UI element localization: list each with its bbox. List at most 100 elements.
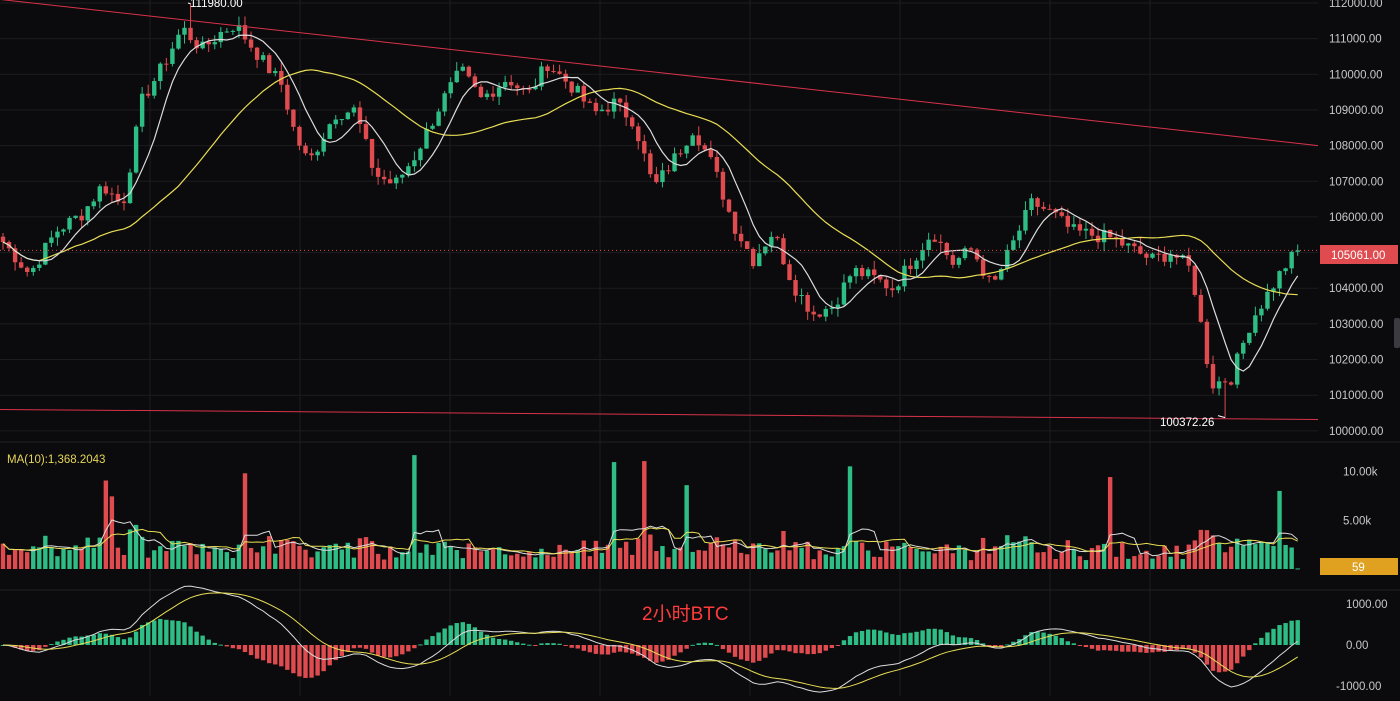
macd-histogram-bar [841, 640, 847, 645]
macd-histogram-bar [1283, 623, 1288, 645]
macd-histogram-bar [805, 645, 810, 655]
volume-bar [702, 550, 707, 569]
candle-body [1271, 288, 1276, 292]
volume-bar [67, 550, 72, 569]
candle-body [605, 109, 611, 112]
macd-histogram-bar [152, 620, 157, 645]
candle-body [285, 84, 290, 110]
candle-body [351, 107, 357, 113]
candle-body [1071, 224, 1077, 227]
macd-histogram-bar [1053, 635, 1058, 645]
candle-body [823, 308, 828, 317]
candle-body [999, 269, 1004, 280]
candle-body [79, 215, 84, 221]
volume-bar [847, 466, 853, 569]
candle-body [841, 282, 847, 305]
volume-bar [1083, 560, 1089, 569]
ma-short-line [2, 34, 1299, 372]
volume-bar [472, 547, 478, 569]
volume-pane[interactable] [0, 455, 1300, 570]
macd-histogram-bar [273, 645, 278, 665]
macd-histogram-bar [920, 630, 925, 645]
macd-histogram-bar [515, 642, 520, 645]
volume-bar [6, 554, 12, 569]
macd-histogram-bar [454, 623, 459, 645]
candle-body [18, 262, 24, 268]
volume-bar [91, 547, 96, 569]
macd-histogram-bar [55, 641, 60, 645]
volume-bar [1150, 558, 1155, 569]
volume-bar [769, 552, 774, 569]
candle-body [254, 47, 260, 60]
macd-histogram-bar [327, 645, 332, 666]
candle-body [121, 201, 127, 204]
candle-body [1120, 238, 1125, 246]
macd-pane[interactable] [0, 585, 1300, 693]
volume-bar [690, 551, 695, 569]
candle-body [775, 236, 780, 239]
volume-bar [817, 550, 822, 569]
macd-histogram-bar [37, 645, 42, 651]
macd-histogram-bar [115, 637, 121, 645]
volume-bar [236, 544, 242, 569]
volume-bar [914, 549, 919, 569]
macd-histogram-bar [472, 627, 478, 645]
candle-body [545, 66, 550, 72]
current-volume-badge [1320, 558, 1398, 575]
volume-bar [569, 551, 574, 569]
volume-ma-short [2, 519, 1299, 557]
volume-bar [79, 548, 84, 569]
candle-body [720, 171, 726, 200]
volume-bar [1289, 547, 1294, 569]
macd-histogram-bar [412, 645, 417, 649]
candle-body [357, 107, 363, 125]
candle-body [751, 248, 756, 267]
macd-histogram-bar [388, 645, 393, 658]
macd-histogram-bar [999, 645, 1004, 648]
macd-histogram-bar [242, 645, 248, 653]
volume-bar [575, 549, 580, 569]
macd-histogram-bar [1198, 645, 1204, 658]
candle-body [847, 276, 853, 283]
candle-body [926, 239, 931, 251]
volume-bar [152, 550, 157, 569]
volume-bar [273, 553, 278, 569]
volume-bar [164, 551, 169, 569]
volume-bar [1180, 559, 1185, 569]
price-pane[interactable] [0, 0, 1319, 420]
volume-bar [581, 540, 586, 569]
volume-bar [103, 480, 109, 569]
volume-bar [551, 556, 556, 569]
candle-body [1089, 228, 1095, 236]
volume-bar [908, 547, 913, 569]
candle-body [708, 149, 714, 157]
volume-bar [25, 552, 30, 569]
timeframe-label: 2小时BTC [642, 603, 729, 625]
macd-histogram-bar [1180, 645, 1185, 650]
volume-bar [315, 551, 320, 569]
macd-histogram-bar [496, 638, 502, 645]
volume-bar [224, 552, 230, 569]
volume-bar [993, 546, 998, 569]
candle-body [1083, 228, 1089, 231]
candle-body [139, 93, 145, 127]
candle-body [672, 153, 677, 172]
macd-histogram-bar [956, 637, 962, 645]
macd-histogram-bar [1011, 641, 1016, 645]
candle-body [829, 307, 835, 309]
volume-bar [1168, 556, 1173, 569]
candle-body [321, 138, 326, 152]
scroll-handle[interactable] [1394, 318, 1400, 348]
volume-bar [509, 555, 514, 569]
candle-body [309, 153, 314, 156]
macd-histogram-bar [1228, 645, 1234, 670]
volume-bar [303, 549, 308, 569]
macd-histogram-bar [49, 644, 54, 646]
volume-bar [835, 548, 841, 569]
macd-histogram-bar [478, 631, 484, 645]
macd-histogram-bar [599, 645, 605, 655]
macd-histogram-bar [73, 636, 78, 645]
volume-bar [0, 543, 6, 569]
macd-histogram-bar [490, 637, 496, 645]
